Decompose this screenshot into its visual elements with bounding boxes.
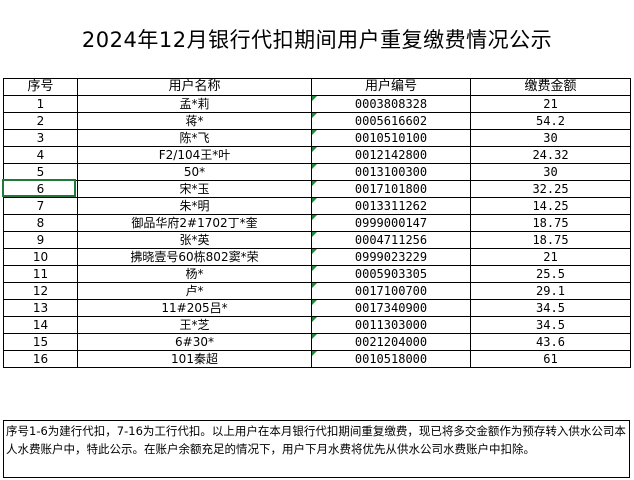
cell-seq[interactable]: 14 bbox=[3, 316, 78, 334]
cell-amount[interactable]: 29.1 bbox=[470, 282, 631, 300]
cell-name[interactable]: 朱*明 bbox=[77, 197, 312, 215]
cell-amount[interactable]: 43.6 bbox=[470, 333, 631, 351]
cell-account[interactable]: 0012142800 bbox=[311, 146, 471, 164]
cell-amount[interactable]: 30 bbox=[470, 163, 631, 181]
cell-name[interactable]: 孟*莉 bbox=[77, 95, 312, 113]
cell-seq[interactable]: 6 bbox=[3, 180, 78, 198]
header-account[interactable]: 用户编号 bbox=[311, 78, 471, 96]
cell-account[interactable]: 0999000147 bbox=[311, 214, 471, 232]
cell-seq[interactable]: 5 bbox=[3, 163, 78, 181]
header-seq[interactable]: 序号 bbox=[3, 78, 78, 96]
cell-seq[interactable]: 4 bbox=[3, 146, 78, 164]
cell-seq[interactable]: 12 bbox=[3, 282, 78, 300]
cell-account[interactable]: 0003808328 bbox=[311, 95, 471, 113]
table-row: 7 朱*明 0013311262 14.25 bbox=[3, 197, 631, 215]
cell-name[interactable]: 王*芝 bbox=[77, 316, 312, 334]
cell-name[interactable]: 6#30* bbox=[77, 333, 312, 351]
table-row: 16 101秦超 0010518000 61 bbox=[3, 350, 631, 368]
cell-account[interactable]: 0017100700 bbox=[311, 282, 471, 300]
table-row: 4 F2/104王*叶 0012142800 24.32 bbox=[3, 146, 631, 164]
cell-name[interactable]: 101秦超 bbox=[77, 350, 312, 368]
cell-account[interactable]: 0010518000 bbox=[311, 350, 471, 368]
table-row: 11 杨* 0005903305 25.5 bbox=[3, 265, 631, 283]
cell-name[interactable]: 11#205吕* bbox=[77, 299, 312, 317]
footnote[interactable]: 序号1-6为建行代扣，7-16为工行代扣。以上用户在本月银行代扣期间重复缴费，现… bbox=[3, 420, 630, 478]
cell-seq[interactable]: 7 bbox=[3, 197, 78, 215]
payment-table: 序号 用户名称 用户编号 缴费金额 1 孟*莉 0003808328 21 2 蒋* 000… bbox=[3, 78, 631, 368]
cell-amount[interactable]: 21 bbox=[470, 95, 631, 113]
cell-account[interactable]: 0013311262 bbox=[311, 197, 471, 215]
cell-name[interactable]: 张*英 bbox=[77, 231, 312, 249]
page-title: 2024年12月银行代扣期间用户重复缴费情况公示 bbox=[81, 28, 553, 52]
table-row: 10 拂晓壹号60栋802窦*荣 0999023229 21 bbox=[3, 248, 631, 266]
cell-amount[interactable]: 18.75 bbox=[470, 214, 631, 232]
cell-seq[interactable]: 2 bbox=[3, 112, 78, 130]
cell-amount[interactable]: 32.25 bbox=[470, 180, 631, 198]
cell-account[interactable]: 0999023229 bbox=[311, 248, 471, 266]
table-row: 12 卢* 0017100700 29.1 bbox=[3, 282, 631, 300]
cell-amount[interactable]: 25.5 bbox=[470, 265, 631, 283]
cell-seq[interactable]: 15 bbox=[3, 333, 78, 351]
table-row: 6 宋*玉 0017101800 32.25 bbox=[3, 180, 631, 198]
cell-account[interactable]: 0013100300 bbox=[311, 163, 471, 181]
cell-amount[interactable]: 21 bbox=[470, 248, 631, 266]
cell-seq[interactable]: 1 bbox=[3, 95, 78, 113]
cell-name[interactable]: 拂晓壹号60栋802窦*荣 bbox=[77, 248, 312, 266]
cell-amount[interactable]: 34.5 bbox=[470, 316, 631, 334]
table-row: 3 陈*飞 0010510100 30 bbox=[3, 129, 631, 147]
cell-account[interactable]: 0005616602 bbox=[311, 112, 471, 130]
header-row: 序号 用户名称 用户编号 缴费金额 bbox=[3, 78, 631, 96]
cell-account[interactable]: 0004711256 bbox=[311, 231, 471, 249]
table-row: 2 蒋* 0005616602 54.2 bbox=[3, 112, 631, 130]
cell-account[interactable]: 0017101800 bbox=[311, 180, 471, 198]
table-row: 14 王*芝 0011303000 34.5 bbox=[3, 316, 631, 334]
cell-seq[interactable]: 16 bbox=[3, 350, 78, 368]
cell-amount[interactable]: 30 bbox=[470, 129, 631, 147]
cell-amount[interactable]: 24.32 bbox=[470, 146, 631, 164]
header-name[interactable]: 用户名称 bbox=[77, 78, 312, 96]
cell-seq[interactable]: 8 bbox=[3, 214, 78, 232]
cell-name[interactable]: 50* bbox=[77, 163, 312, 181]
cell-account[interactable]: 0021204000 bbox=[311, 333, 471, 351]
cell-name[interactable]: F2/104王*叶 bbox=[77, 146, 312, 164]
cell-account[interactable]: 0017340900 bbox=[311, 299, 471, 317]
table-row: 8 御品华府2#1702丁*奎 0999000147 18.75 bbox=[3, 214, 631, 232]
cell-seq[interactable]: 9 bbox=[3, 231, 78, 249]
cell-seq[interactable]: 13 bbox=[3, 299, 78, 317]
cell-name[interactable]: 宋*玉 bbox=[77, 180, 312, 198]
cell-seq[interactable]: 10 bbox=[3, 248, 78, 266]
table-row: 13 11#205吕* 0017340900 34.5 bbox=[3, 299, 631, 317]
table-row: 5 50* 0013100300 30 bbox=[3, 163, 631, 181]
cell-name[interactable]: 杨* bbox=[77, 265, 312, 283]
cell-name[interactable]: 御品华府2#1702丁*奎 bbox=[77, 214, 312, 232]
cell-account[interactable]: 0011303000 bbox=[311, 316, 471, 334]
cell-name[interactable]: 卢* bbox=[77, 282, 312, 300]
cell-amount[interactable]: 54.2 bbox=[470, 112, 631, 130]
table-row: 15 6#30* 0021204000 43.6 bbox=[3, 333, 631, 351]
table-row: 1 孟*莉 0003808328 21 bbox=[3, 95, 631, 113]
header-amount[interactable]: 缴费金额 bbox=[470, 78, 631, 96]
cell-name[interactable]: 蒋* bbox=[77, 112, 312, 130]
cell-account[interactable]: 0005903305 bbox=[311, 265, 471, 283]
cell-seq[interactable]: 3 bbox=[3, 129, 78, 147]
cell-seq[interactable]: 11 bbox=[3, 265, 78, 283]
cell-amount[interactable]: 34.5 bbox=[470, 299, 631, 317]
cell-amount[interactable]: 61 bbox=[470, 350, 631, 368]
cell-amount[interactable]: 14.25 bbox=[470, 197, 631, 215]
table-row: 9 张*英 0004711256 18.75 bbox=[3, 231, 631, 249]
cell-amount[interactable]: 18.75 bbox=[470, 231, 631, 249]
cell-name[interactable]: 陈*飞 bbox=[77, 129, 312, 147]
cell-account[interactable]: 0010510100 bbox=[311, 129, 471, 147]
